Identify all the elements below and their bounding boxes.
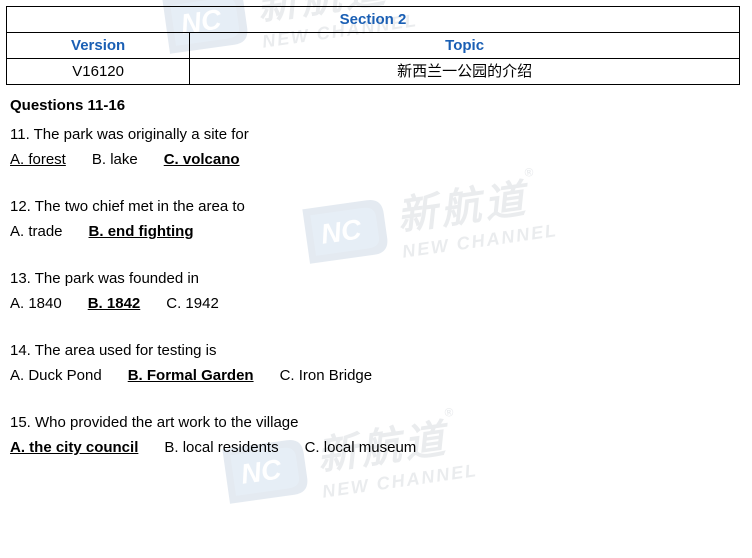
question-stem: 14. The area used for testing is xyxy=(10,342,736,359)
version-heading: Version xyxy=(7,33,190,59)
option: B. end fighting xyxy=(89,223,194,240)
option: A. forest xyxy=(10,151,66,168)
option: A. the city council xyxy=(10,439,138,456)
spacer xyxy=(10,384,736,402)
option: A. Duck Pond xyxy=(10,367,102,384)
option: A. trade xyxy=(10,223,63,240)
document-content: Section 2 Version Topic V16120 新西兰一公园的介绍… xyxy=(0,0,752,474)
question-stem: 12. The two chief met in the area to xyxy=(10,198,736,215)
question-stem: 11. The park was originally a site for xyxy=(10,126,736,143)
topic-heading: Topic xyxy=(190,33,740,59)
question-options: A. Duck Pond B. Formal Garden C. Iron Brid… xyxy=(10,367,736,384)
option: C. 1942 xyxy=(166,295,219,312)
option: C. local museum xyxy=(305,439,417,456)
version-value: V16120 xyxy=(7,59,190,85)
spacer xyxy=(10,240,736,258)
option: B. Formal Garden xyxy=(128,367,254,384)
header-table: Section 2 Version Topic V16120 新西兰一公园的介绍 xyxy=(6,6,740,85)
spacer xyxy=(10,168,736,186)
question-stem: 15. Who provided the art work to the vil… xyxy=(10,414,736,431)
option: A. 1840 xyxy=(10,295,62,312)
spacer xyxy=(10,456,736,474)
questions-heading: Questions 11-16 xyxy=(10,97,736,114)
option: B. lake xyxy=(92,151,138,168)
question-options: A. forest B. lake C. volcano xyxy=(10,151,736,168)
question-options: A. 1840 B. 1842 C. 1942 xyxy=(10,295,736,312)
questions-block: Questions 11-16 11. The park was origina… xyxy=(6,85,740,474)
topic-value: 新西兰一公园的介绍 xyxy=(190,59,740,85)
option: B. local residents xyxy=(164,439,278,456)
question-options: A. the city council B. local residents C. … xyxy=(10,439,736,456)
spacer xyxy=(10,312,736,330)
option: C. Iron Bridge xyxy=(280,367,373,384)
question-options: A. trade B. end fighting xyxy=(10,223,736,240)
option: C. volcano xyxy=(164,151,240,168)
section-title: Section 2 xyxy=(7,7,740,33)
option: B. 1842 xyxy=(88,295,141,312)
question-stem: 13. The park was founded in xyxy=(10,270,736,287)
